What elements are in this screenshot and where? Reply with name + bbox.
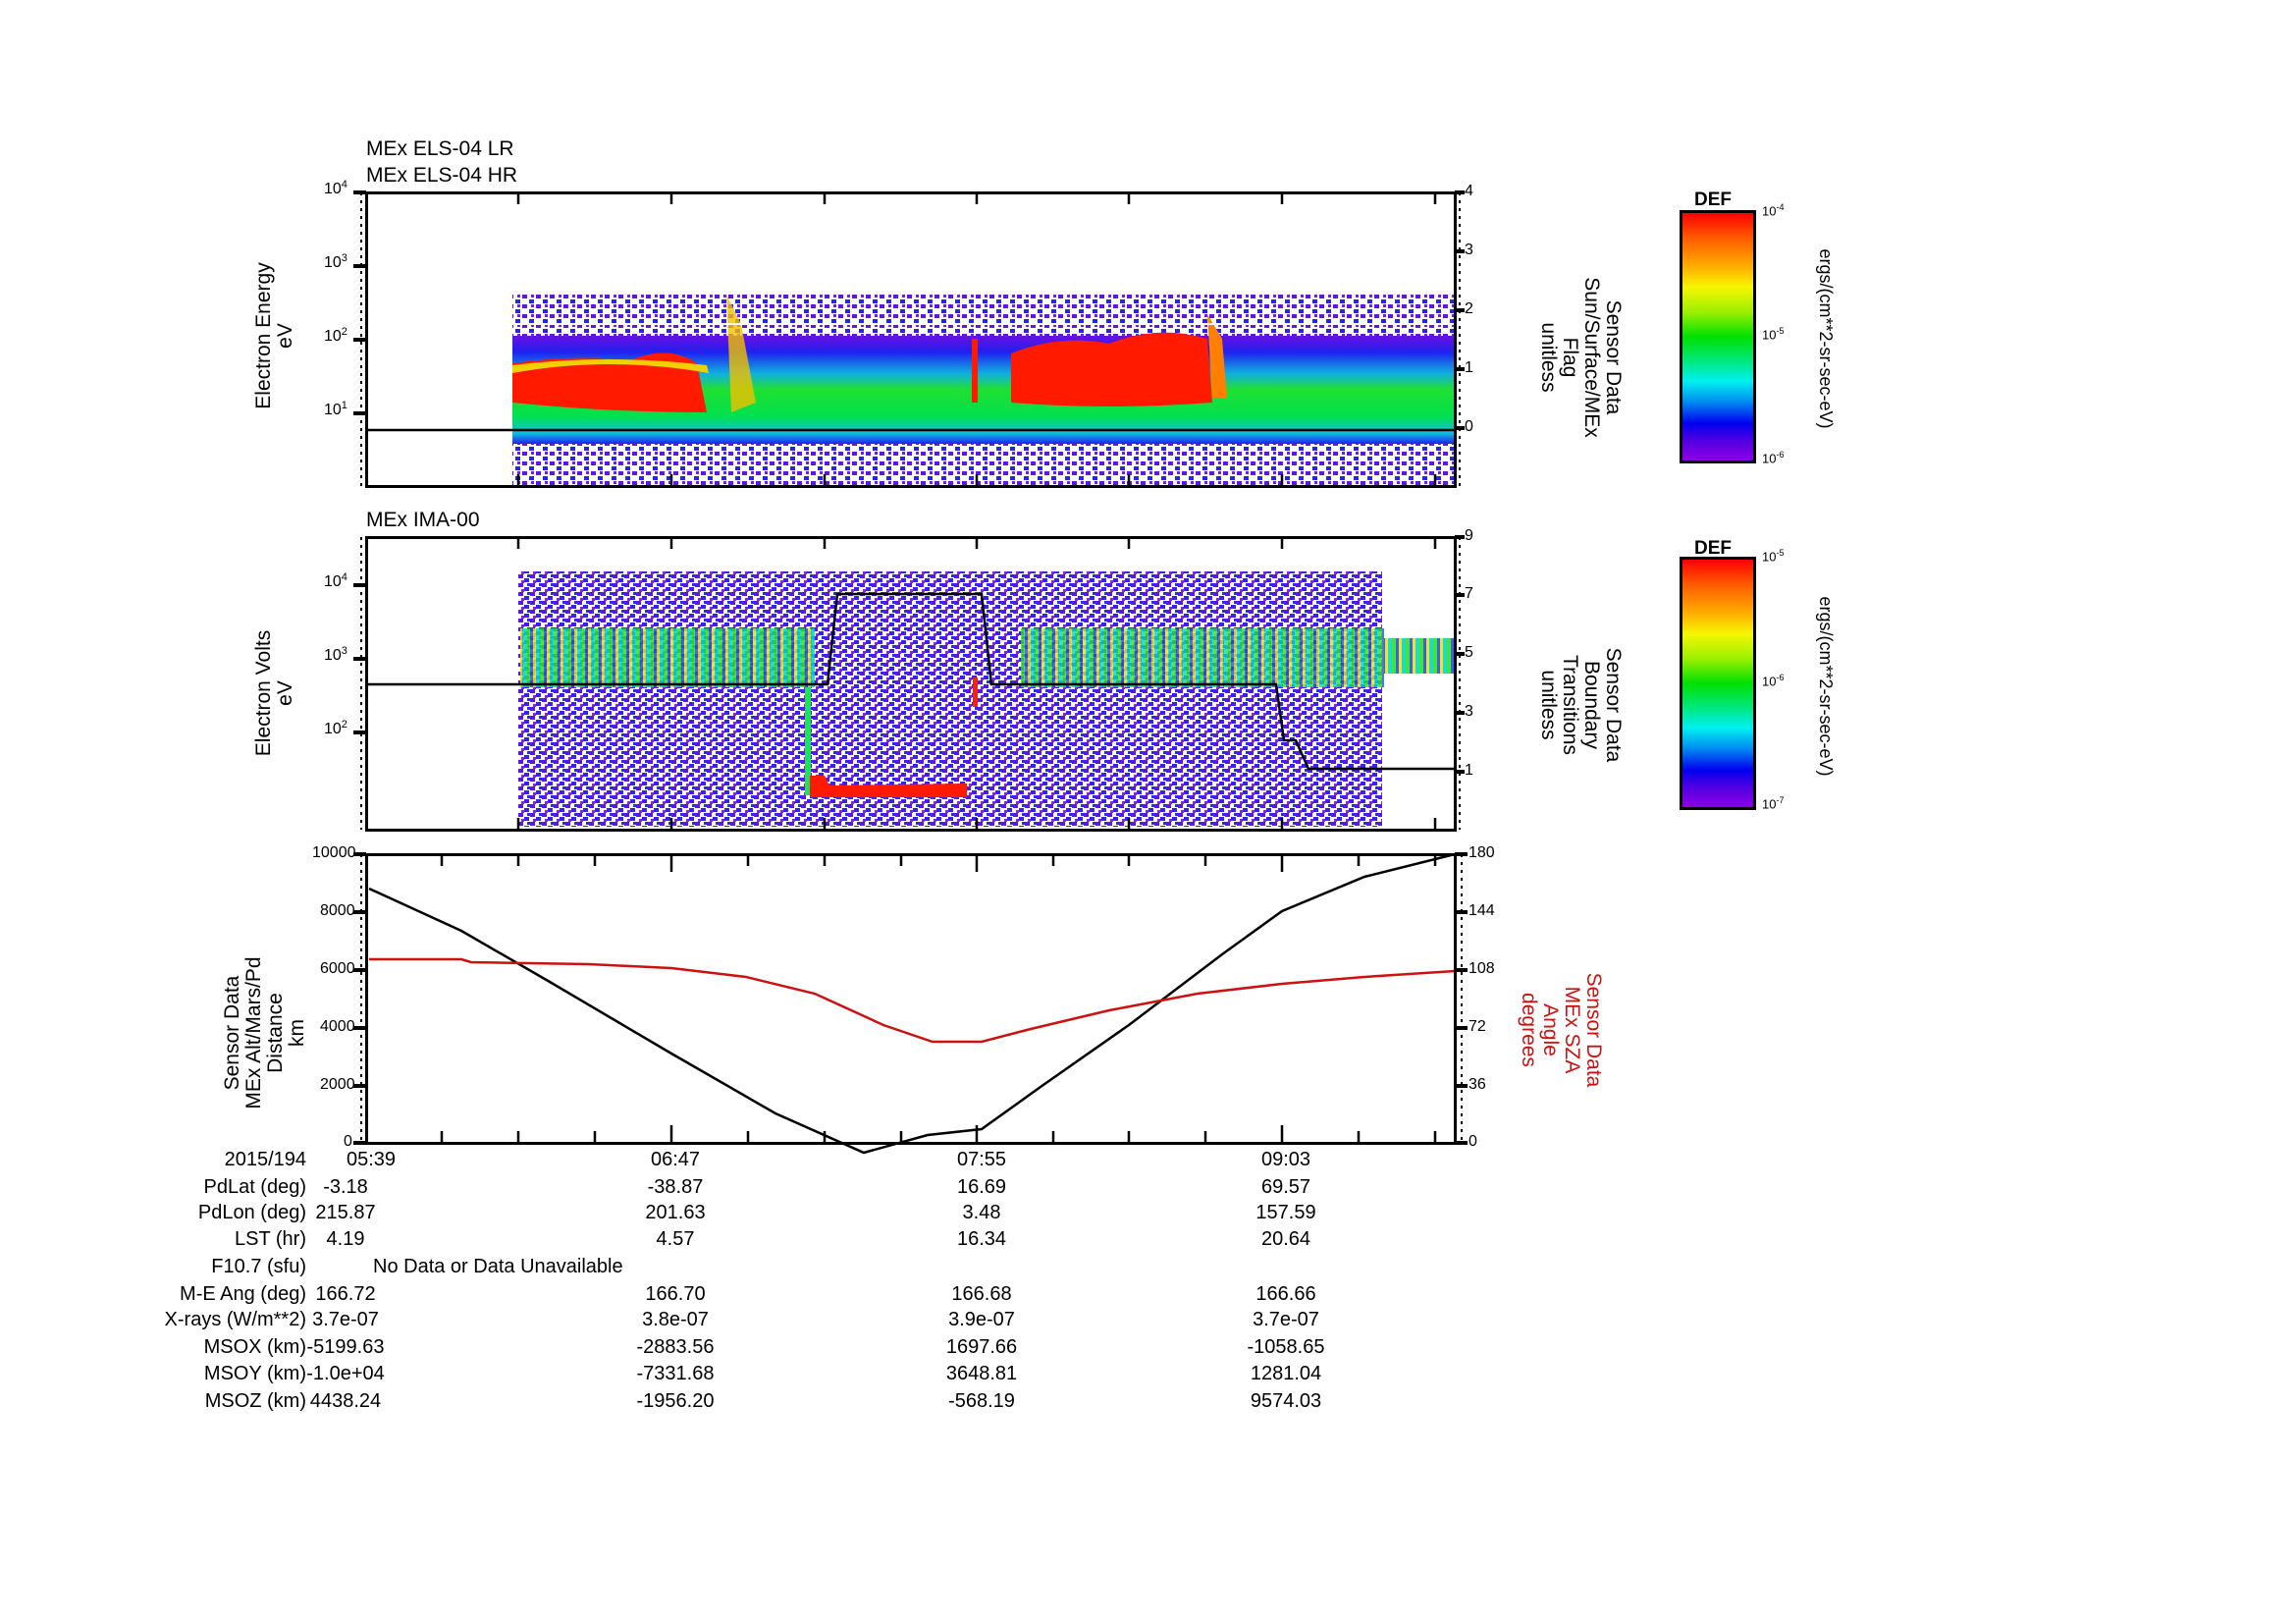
panel2-y2tick: 3 [1465,703,1473,720]
panel1-ytick-1e1: 101 [324,400,347,418]
panel3-y2tick: 36 [1468,1076,1486,1093]
table-row: MSOZ (km) 4438.24 -1956.20 -568.19 9574.… [204,1390,1322,1412]
panel3-y2tick: 0 [1468,1133,1477,1150]
panel3-ytick: 10000 [312,844,356,861]
panel2-y2tick: 1 [1465,762,1473,779]
panel2-ytick-1e3: 103 [324,645,347,664]
panel2-frame [365,536,1457,832]
panel3-y2label: Sensor Data MEx SZA Angle degrees [1518,972,1605,1088]
panel1-y2tick: 2 [1465,300,1473,317]
colorbar2-title: DEF [1694,538,1732,559]
panel1-y2tick: 0 [1465,418,1473,435]
table-row: PdLat (deg) -3.18 -38.87 16.69 69.57 [203,1176,1311,1198]
colorbar1-tick-bottom: 10-6 [1762,450,1785,466]
panel1-y2tick: 1 [1465,359,1473,376]
panel2-y2tick: 5 [1465,644,1473,661]
panel3-ytick: 0 [344,1133,352,1150]
panel3-ytick: 4000 [320,1018,355,1035]
colorbar2-tick-bottom: 10-7 [1762,795,1785,812]
panel2-ytick-1e2: 102 [324,719,347,737]
panel1-y2tick: 4 [1465,183,1473,199]
panel1-ylabel: Electron Energy eV [252,262,296,409]
panel2-y2label: Sensor Data Boundary Transitions unitles… [1537,647,1625,763]
colorbar1-tick-mid: 10-5 [1762,326,1785,343]
panel1-y2label: Sensor Data Sun/Surface/MEx Flag unitles… [1537,277,1625,438]
panel3-y2tick: 108 [1468,960,1495,977]
table-row: M-E Ang (deg) 166.72 166.70 166.68 166.6… [180,1283,1316,1305]
colorbar2 [1680,557,1756,810]
panel2-y2tick: 9 [1465,527,1473,544]
table-row-time: 2015/194 05:39 06:47 07:55 09:03 [224,1149,1311,1170]
colorbar2-tick-top: 10-5 [1762,548,1785,565]
panel3-ytick: 2000 [320,1076,355,1093]
panel2-ylabel: Electron Volts eV [252,629,296,757]
panel3-ylabel: Sensor Data MEx Alt/Mars/Pd Distance km [221,956,308,1109]
panel1-title-hr: MEx ELS-04 HR [366,164,518,187]
colorbar1-units: ergs/(cm**2-sr-sec-eV) [1816,248,1836,429]
panel1-ytick-1e4: 104 [324,179,347,197]
panel3-y2tick: 180 [1468,844,1495,861]
panel1-y2tick: 3 [1465,242,1473,258]
table-row: MSOX (km) -5199.63 -2883.56 1697.66 -105… [203,1336,1325,1358]
table-row-f107: F10.7 (sfu) No Data or Data Unavailable [211,1256,623,1277]
panel2-ytick-1e4: 104 [324,571,347,590]
panel3-y2tick: 72 [1468,1018,1486,1035]
panel1-ytick-1e3: 103 [324,252,347,271]
colorbar1 [1680,210,1756,463]
table-row: PdLon (deg) 215.87 201.63 3.48 157.59 [197,1202,1316,1223]
panel1-title-lr: MEx ELS-04 LR [366,137,514,160]
colorbar1-title: DEF [1694,189,1732,210]
panel1-ytick-1e2: 102 [324,326,347,345]
panel3-y2tick: 144 [1468,902,1495,919]
colorbar1-tick-top: 10-4 [1762,202,1785,219]
panel1-frame [365,191,1457,488]
panel2-y2tick: 7 [1465,585,1473,602]
table-row: X-rays (W/m**2) 3.7e-07 3.8e-07 3.9e-07 … [164,1309,1319,1330]
panel3-ytick: 6000 [320,960,355,977]
colorbar2-tick-mid: 10-6 [1762,673,1785,689]
panel3-ytick: 8000 [320,902,355,919]
panel2-title: MEx IMA-00 [366,509,480,531]
colorbar2-units: ergs/(cm**2-sr-sec-eV) [1816,596,1836,777]
table-row: LST (hr) 4.19 4.57 16.34 20.64 [235,1228,1311,1250]
table-row: MSOY (km) -1.0e+04 -7331.68 3648.81 1281… [203,1363,1322,1384]
panel3-frame [365,853,1457,1145]
